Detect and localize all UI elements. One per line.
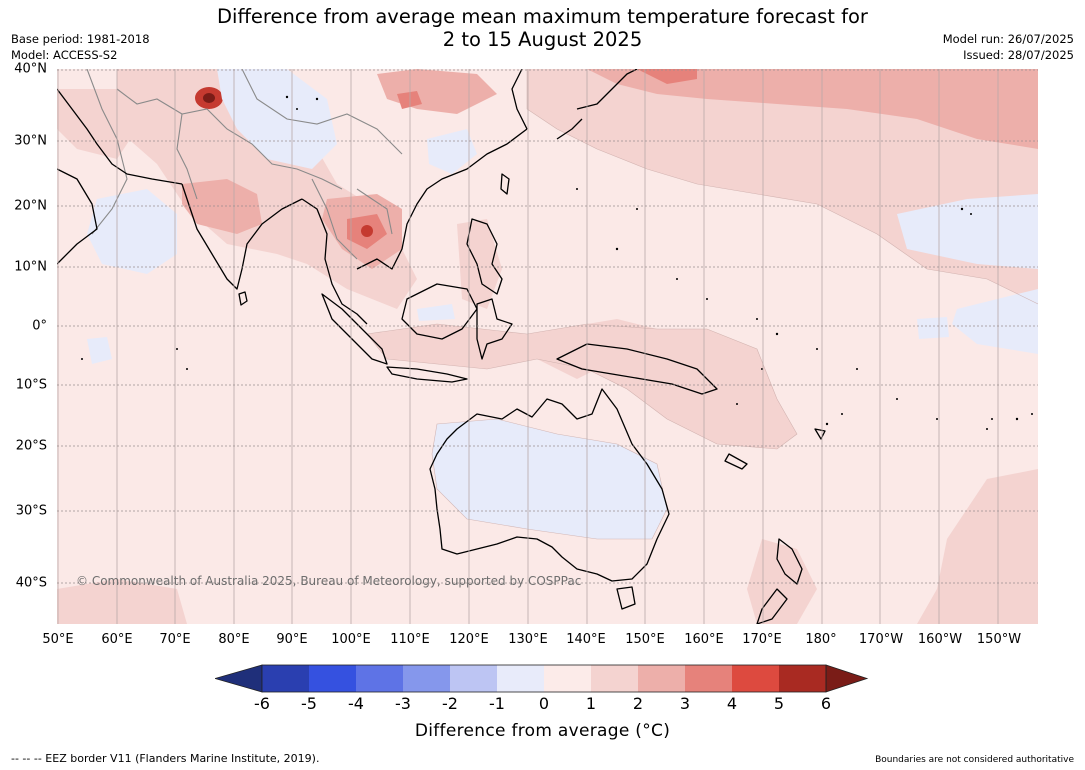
colorbar-bin	[403, 665, 450, 692]
lon-label: 80°E	[218, 632, 250, 647]
colorbar-tick: 0	[538, 694, 550, 713]
lat-label: 40°N	[14, 61, 47, 77]
eez-legend: -- -- -- EEZ border V11 (Flanders Marine…	[11, 752, 320, 765]
colorbar-tick: 6	[820, 694, 832, 713]
lat-label: 10°S	[15, 377, 47, 393]
lon-label: 150°E	[625, 632, 665, 647]
lon-label: 160°E	[684, 632, 724, 647]
warm-region-philippines	[457, 219, 502, 309]
cool-region-small-pacific	[917, 317, 949, 339]
colorbar-tick: -5	[301, 694, 317, 713]
warm-region-banda-sea	[537, 349, 597, 379]
lon-label: 60°E	[101, 632, 133, 647]
lat-label: 20°N	[14, 198, 47, 214]
lon-label: 170°E	[742, 632, 782, 647]
hot-spot-thailand	[361, 225, 373, 237]
colorbar-tick: -3	[395, 694, 411, 713]
lat-label: 30°N	[14, 133, 47, 149]
cool-region-tibet	[217, 69, 337, 169]
lon-label: 130°E	[508, 632, 548, 647]
colorbar-extend-low	[213, 664, 263, 693]
cool-region-arabian-sea	[87, 189, 177, 274]
cool-region-north-central-pacific	[897, 194, 1038, 269]
colorbar-tick: 1	[585, 694, 597, 713]
colorbar-bin	[732, 665, 779, 692]
map-canvas	[57, 69, 1038, 624]
colorbar-bin	[591, 665, 638, 692]
colorbar-graphic	[213, 664, 869, 693]
country-borders	[86, 69, 403, 260]
lat-label: 30°S	[15, 503, 47, 519]
latitude-lines	[57, 69, 1038, 584]
colorbar-tick: -1	[489, 694, 505, 713]
colorbar-bin	[638, 665, 685, 692]
colorbar-tick: 4	[726, 694, 738, 713]
colorbar-tick: 3	[679, 694, 691, 713]
meta-right: Model run: 26/07/2025 Issued: 28/07/2025	[943, 31, 1074, 63]
colorbar-bin	[544, 665, 591, 692]
lat-label: 20°S	[15, 438, 47, 454]
colorbar-bin	[779, 665, 826, 692]
issued-date: Issued: 28/07/2025	[963, 48, 1074, 62]
lon-label: 90°E	[276, 632, 308, 647]
colorbar-outline	[261, 664, 827, 693]
warm-region-southwest	[57, 579, 187, 624]
colorbar-tick: 2	[632, 694, 644, 713]
colorbar-tick: 5	[773, 694, 785, 713]
lon-label: 170°W	[858, 632, 904, 647]
warm-region-maritime-continent	[367, 319, 797, 449]
title-line-2: 2 to 15 August 2025	[442, 28, 643, 51]
cool-region-maldives	[87, 337, 112, 364]
copyright-notice: © Commonwealth of Australia 2025, Bureau…	[76, 574, 582, 588]
warm-region-pacific-3	[637, 69, 697, 84]
lon-label: 110°E	[390, 632, 430, 647]
lon-label: 150°W	[976, 632, 1022, 647]
colorbar-extend-high	[825, 664, 869, 693]
lat-label: 0°	[32, 318, 47, 334]
forecast-map	[57, 69, 1038, 624]
hot-spot-himalaya-core	[203, 93, 215, 103]
colorbar-tick: -4	[348, 694, 364, 713]
colorbar-bin	[685, 665, 732, 692]
cool-region-borneo	[417, 304, 455, 321]
cool-region-central-pacific	[952, 289, 1038, 354]
lon-label: 120°E	[449, 632, 489, 647]
colorbar-bin	[356, 665, 403, 692]
lon-label: 160°W	[917, 632, 963, 647]
colorbar-bin	[497, 665, 544, 692]
lon-label: 100°E	[331, 632, 371, 647]
colorbar-tick: -6	[254, 694, 270, 713]
lat-label: 10°N	[14, 259, 47, 275]
warm-region-new-zealand-east	[917, 469, 1038, 624]
colorbar-tick: -2	[442, 694, 458, 713]
base-period: Base period: 1981-2018	[11, 32, 150, 46]
colorbar-bin	[309, 665, 356, 692]
islands	[81, 95, 1033, 430]
lon-label: 50°E	[42, 632, 74, 647]
model-name: Model: ACCESS-S2	[11, 48, 118, 62]
lon-label: 140°E	[566, 632, 606, 647]
meta-left: Base period: 1981-2018 Model: ACCESS-S2	[11, 31, 150, 63]
colorbar	[213, 664, 870, 698]
warm-region-india	[182, 179, 262, 234]
colorbar-bin	[262, 665, 309, 692]
warm-region-tasman	[747, 539, 817, 624]
map-title: Difference from average mean maximum tem…	[0, 5, 1085, 51]
colorbar-label: Difference from average (°C)	[414, 721, 671, 741]
lat-label: 40°S	[15, 575, 47, 591]
title-line-1: Difference from average mean maximum tem…	[217, 5, 868, 28]
cool-region-australia	[432, 419, 667, 539]
boundaries-disclaimer: Boundaries are not considered authoritat…	[875, 755, 1074, 765]
graticule	[57, 69, 999, 624]
lon-label: 70°E	[159, 632, 191, 647]
model-run: Model run: 26/07/2025	[942, 32, 1074, 46]
colorbar-bin	[450, 665, 497, 692]
warm-region-pacific-2	[587, 69, 1038, 149]
cool-region-east-china	[427, 129, 477, 174]
warm-region-china-core	[397, 91, 422, 109]
lon-label: 180°	[805, 632, 837, 647]
